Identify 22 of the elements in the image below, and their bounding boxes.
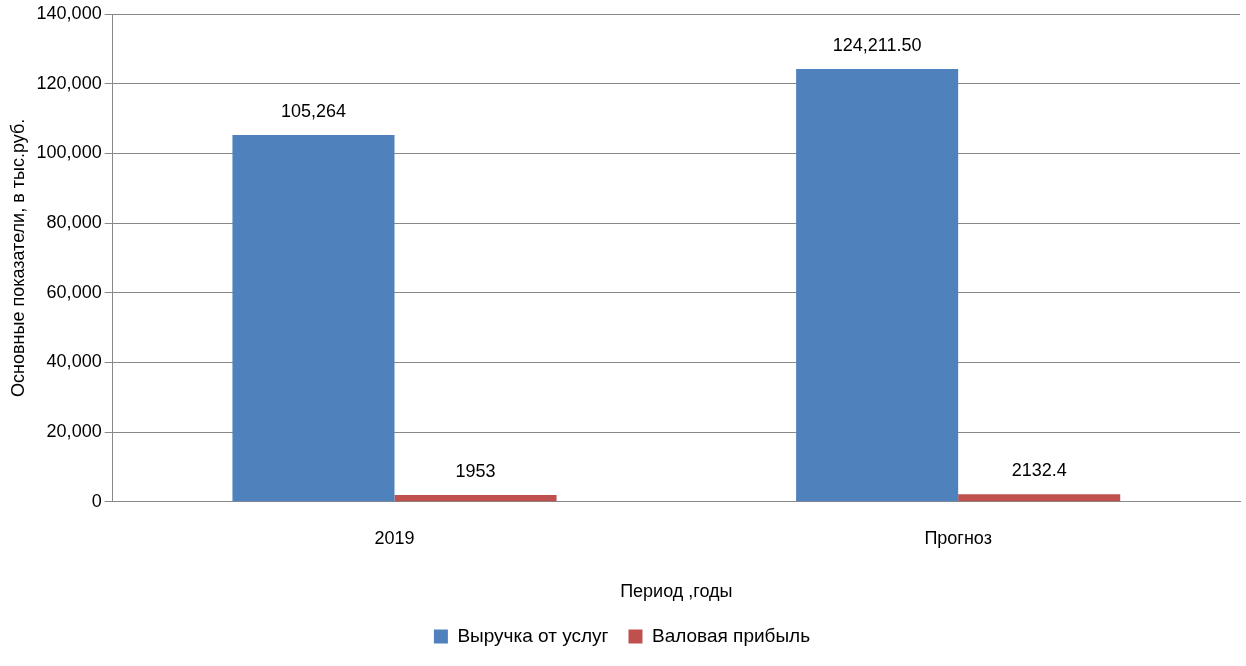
y-tick-label: 20,000 bbox=[46, 421, 102, 442]
data-label: 105,264 bbox=[280, 101, 347, 121]
y-axis-title: Основные показатели, в тыс.руб. bbox=[7, 118, 28, 397]
y-tick-label: 40,000 bbox=[46, 351, 102, 372]
data-label: 1953 bbox=[455, 460, 496, 481]
x-tick-label: Прогноз bbox=[924, 527, 992, 548]
y-tick-label: 60,000 bbox=[46, 281, 102, 302]
x-tick-label: 2019 bbox=[374, 527, 415, 548]
y-tick-label: 80,000 bbox=[46, 212, 102, 233]
bar bbox=[958, 494, 1121, 502]
y-tick-label: 120,000 bbox=[36, 72, 102, 93]
y-tick-label: 0 bbox=[91, 490, 102, 511]
bar bbox=[796, 69, 959, 502]
data-label: 2132.4 bbox=[1011, 460, 1067, 481]
y-tick-label: 100,000 bbox=[36, 142, 102, 163]
bar bbox=[394, 495, 557, 502]
legend-label: Выручка от услуг bbox=[457, 624, 609, 646]
legend-label: Валовая прибыль bbox=[651, 624, 811, 646]
x-axis-title: Период ,годы bbox=[620, 581, 733, 602]
y-tick-label: 140,000 bbox=[36, 2, 102, 23]
data-label: 124,211.50 bbox=[832, 34, 922, 55]
bar bbox=[232, 135, 395, 502]
